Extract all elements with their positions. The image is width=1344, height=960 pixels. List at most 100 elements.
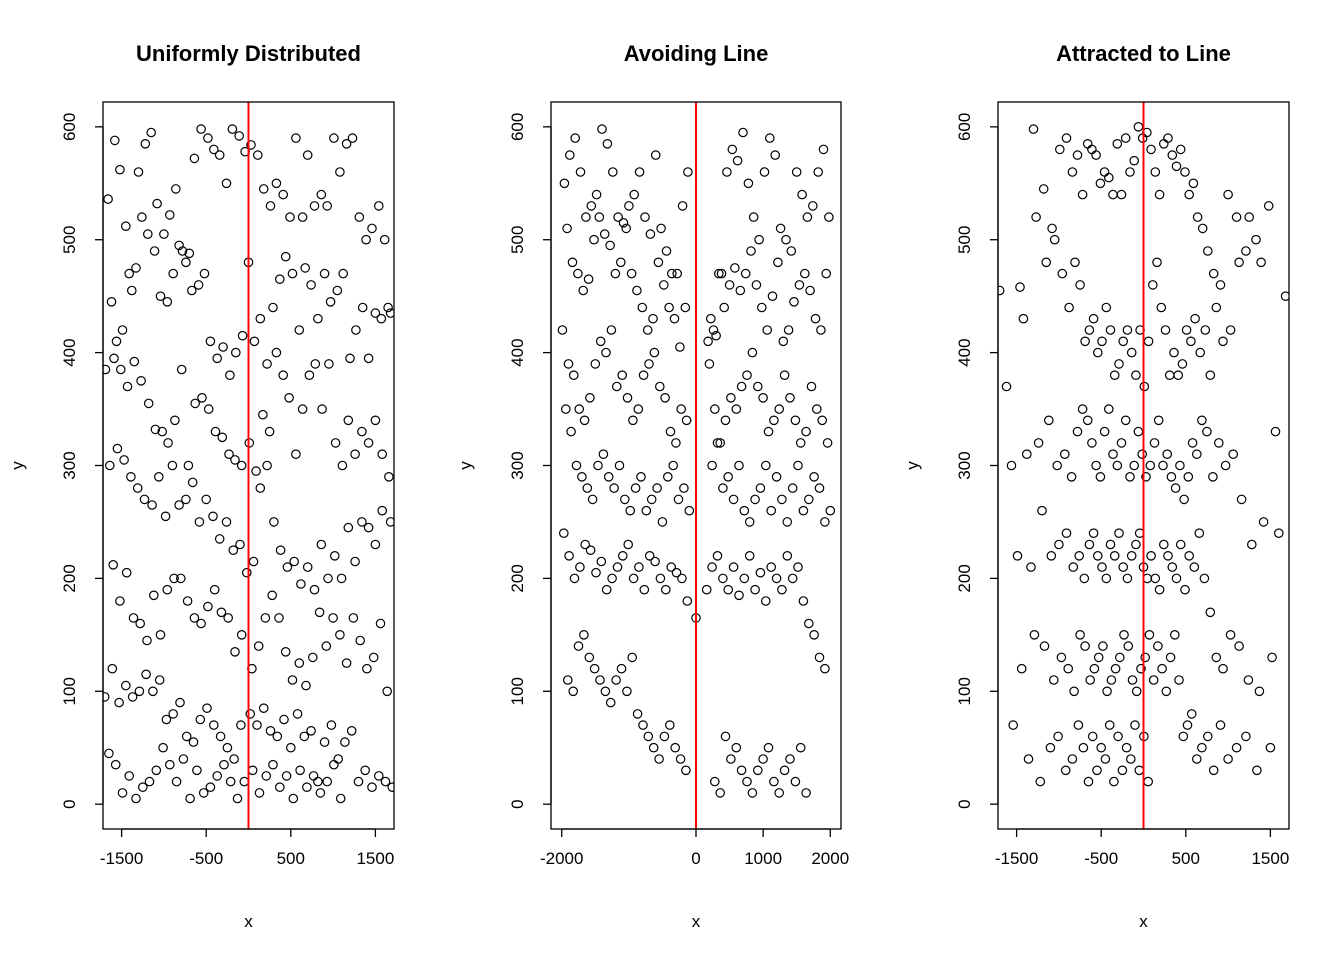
data-point [672, 268, 682, 279]
data-point [712, 438, 723, 448]
data-point [1153, 415, 1164, 426]
data-point [1211, 652, 1222, 663]
data-point [249, 336, 260, 347]
data-point [1199, 573, 1210, 584]
data-point [353, 776, 364, 787]
data-point [275, 545, 286, 555]
data-point [236, 460, 247, 471]
data-point [143, 398, 154, 409]
data-point [1075, 280, 1085, 290]
data-point [1035, 776, 1046, 787]
x-tick-label: 500 [277, 849, 305, 868]
data-point [222, 742, 233, 753]
data-point [1190, 313, 1200, 324]
data-point [801, 426, 811, 437]
data-point [149, 246, 160, 256]
data-point [300, 263, 310, 273]
data-point [1129, 155, 1139, 166]
data-point [673, 494, 684, 505]
data-point [1175, 460, 1185, 471]
data-point [1109, 776, 1119, 787]
data-point [1165, 0, 1173, 4]
data-point [1026, 562, 1036, 572]
data-point [111, 336, 122, 347]
x-tick-label: -1500 [995, 849, 1038, 868]
data-point [589, 663, 600, 674]
data-point [338, 268, 348, 279]
data-point [578, 285, 588, 296]
data-point [1211, 302, 1222, 313]
data-point [385, 517, 394, 527]
data-point [1091, 460, 1101, 471]
data-point [589, 234, 599, 245]
data-point [802, 212, 813, 222]
data-point [1031, 212, 1041, 222]
data-point [289, 556, 299, 567]
data-point [746, 246, 756, 256]
data-point [763, 742, 774, 753]
data-point [126, 471, 136, 482]
data-point [1150, 573, 1161, 584]
data-point [1074, 550, 1084, 561]
data-point [1072, 426, 1083, 437]
data-point [1180, 584, 1190, 595]
data-point [611, 675, 621, 685]
data-point [1192, 212, 1203, 222]
data-point [131, 263, 141, 273]
data-point [636, 471, 646, 482]
data-point [124, 771, 134, 781]
data-point [149, 590, 159, 601]
data-point [221, 178, 232, 189]
data-point [820, 517, 830, 527]
data-point [337, 460, 348, 471]
data-point [136, 375, 146, 386]
data-point [203, 133, 213, 143]
data-point [121, 567, 132, 578]
data-point [144, 776, 155, 787]
data-point [1099, 426, 1110, 437]
data-point [370, 415, 381, 426]
data-point [579, 629, 589, 640]
data-point [704, 359, 715, 369]
data-point [105, 460, 115, 471]
y-tick-label: 400 [955, 338, 974, 366]
data-point [264, 426, 275, 437]
data-point [1182, 720, 1193, 730]
data-point [192, 765, 202, 776]
data-point [603, 471, 614, 482]
data-point [357, 302, 368, 313]
data-point [176, 364, 187, 375]
data-point [591, 189, 602, 200]
data-point [643, 731, 654, 742]
data-point [357, 0, 365, 4]
data-point [790, 415, 801, 426]
data-point [377, 0, 385, 4]
data-point [370, 539, 381, 550]
data-point [288, 793, 299, 804]
data-point [1167, 150, 1178, 160]
data-point [1171, 573, 1182, 584]
data-point [767, 291, 778, 301]
data-point [1163, 550, 1173, 561]
data-point [611, 381, 622, 392]
data-point [599, 229, 610, 239]
data-point [669, 313, 680, 324]
data-point [1162, 449, 1172, 459]
data-point [1234, 641, 1244, 651]
data-point [1091, 150, 1101, 160]
data-point [791, 167, 802, 177]
data-point [142, 635, 152, 646]
data-point [193, 280, 204, 290]
data-point [115, 596, 125, 606]
data-point [319, 737, 330, 747]
data-point [1123, 641, 1134, 651]
data-point [1131, 539, 1141, 550]
data-point [654, 754, 664, 764]
data-point [1236, 494, 1247, 505]
data-point [764, 133, 775, 143]
data-point [262, 359, 272, 369]
data-point [777, 494, 787, 505]
data-point [1223, 0, 1231, 4]
data-point [1084, 325, 1095, 335]
data-point [1008, 720, 1018, 730]
